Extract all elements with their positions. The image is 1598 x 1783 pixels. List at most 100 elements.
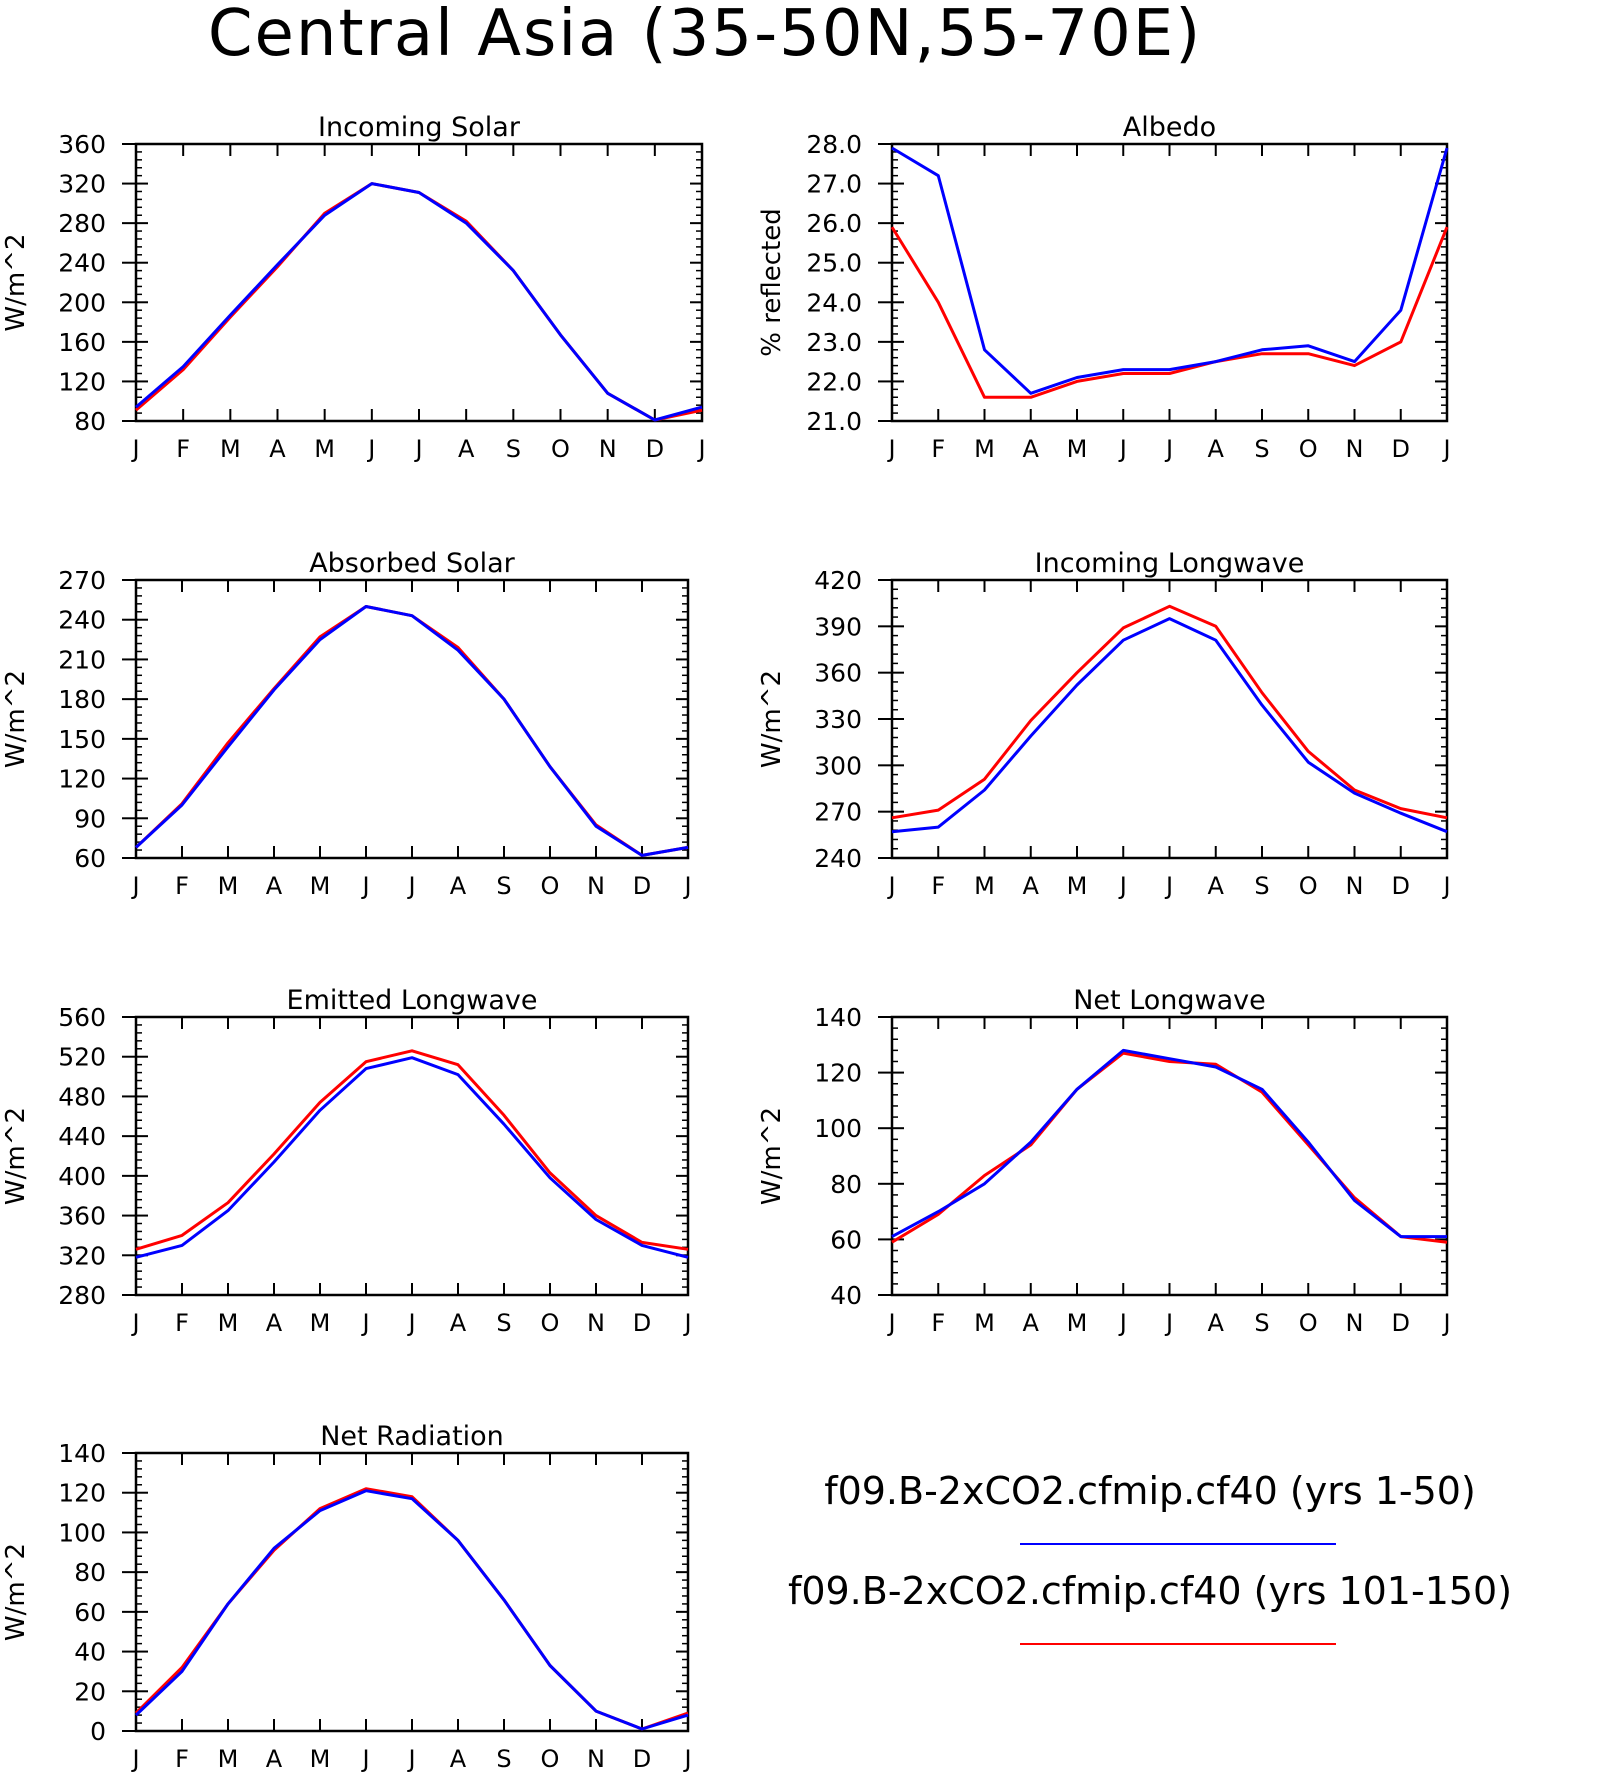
x-tick-label: F: [175, 1745, 189, 1773]
y-tick-label: 80: [74, 407, 106, 436]
x-tick-label: J: [886, 1309, 895, 1337]
panel-title: Absorbed Solar: [309, 548, 515, 579]
x-tick-label: O: [1299, 1309, 1318, 1337]
plot-frame: [134, 1451, 690, 1733]
x-tick-label: M: [218, 1309, 239, 1337]
y-axis-label: W/m^2: [1, 670, 31, 768]
x-tick-label: A: [458, 435, 475, 463]
x-tick-label: J: [1441, 872, 1450, 900]
y-tick-label: 80: [830, 1170, 862, 1199]
x-tick-label: O: [541, 1745, 560, 1773]
y-axis-label: W/m^2: [1, 233, 31, 331]
x-tick-label: J: [360, 1745, 369, 1773]
panel-title: Net Radiation: [320, 1421, 504, 1452]
x-tick-label: J: [1441, 435, 1450, 463]
x-tick-label: J: [1164, 872, 1173, 900]
y-tick-label: 26.0: [806, 209, 862, 238]
y-tick-label: 360: [58, 1202, 106, 1231]
chart-panel-1: J F M A M J J A S O N D J80120160200240280320360W/m^…: [1, 112, 706, 463]
x-tick-label: F: [175, 1309, 189, 1337]
x-tick-label: J: [360, 872, 369, 900]
series-line-1: [890, 226, 1449, 399]
y-tick-label: 210: [58, 645, 106, 674]
y-tick-label: 60: [74, 1598, 106, 1627]
y-tick-label: 360: [814, 659, 862, 688]
x-tick-label: F: [931, 435, 945, 463]
y-tick-label: 440: [58, 1122, 106, 1151]
x-tick-label: D: [1392, 1309, 1410, 1337]
panel-title: Net Longwave: [1073, 985, 1266, 1016]
x-tick-label: O: [541, 1309, 560, 1337]
y-tick-label: 40: [830, 1281, 862, 1310]
legend-line-series-2: [1020, 1643, 1336, 1645]
x-tick-label: M: [218, 1745, 239, 1773]
x-tick-label: S: [496, 872, 511, 900]
plot-frame: [890, 578, 1449, 860]
x-tick-label: A: [1023, 435, 1040, 463]
series-line-2: [134, 1489, 689, 1731]
y-tick-label: 280: [58, 209, 106, 238]
y-tick-label: 180: [58, 685, 106, 714]
chart-panel-5: J F M A M J J A S O N D J280320360400440480520560W/m…: [1, 985, 692, 1337]
y-tick-label: 150: [58, 725, 106, 754]
y-tick-label: 400: [58, 1162, 106, 1191]
x-tick-label: F: [931, 872, 945, 900]
y-tick-label: 140: [814, 1003, 862, 1032]
series-line-1: [891, 1051, 1448, 1244]
x-tick-label: S: [496, 1745, 511, 1773]
x-tick-label: A: [450, 1745, 467, 1773]
x-tick-label: J: [130, 1309, 139, 1337]
y-axis-label: % reflected: [757, 208, 787, 356]
x-tick-label: A: [266, 872, 283, 900]
y-tick-label: 560: [58, 1003, 106, 1032]
x-tick-label: D: [646, 435, 664, 463]
y-tick-label: 100: [814, 1114, 862, 1143]
y-tick-label: 28.0: [806, 130, 862, 159]
x-tick-label: M: [314, 435, 335, 463]
y-tick-label: 120: [58, 367, 106, 396]
y-tick-label: 60: [74, 844, 106, 873]
y-tick-label: 60: [830, 1225, 862, 1254]
x-tick-label: S: [1254, 1309, 1269, 1337]
x-tick-label: M: [310, 1309, 331, 1337]
legend-label-series-2: f09.B-2xCO2.cfmip.cf40 (yrs 101-150): [787, 1569, 1513, 1613]
y-tick-label: 120: [58, 765, 106, 794]
series-line-2: [135, 182, 703, 422]
y-tick-label: 420: [814, 566, 862, 595]
y-axis-label: W/m^2: [757, 1107, 787, 1205]
x-tick-label: J: [413, 435, 422, 463]
x-tick-label: A: [1023, 872, 1040, 900]
chart-panel-3: J F M A M J J A S O N D J6090120150180210240270W/m^2…: [1, 548, 692, 900]
y-tick-label: 320: [58, 170, 106, 199]
series-line-1: [134, 1487, 689, 1731]
x-tick-label: F: [175, 872, 189, 900]
x-tick-label: S: [496, 1309, 511, 1337]
series-line-1: [135, 1049, 689, 1251]
x-tick-label: M: [310, 872, 331, 900]
panel-title: Albedo: [1123, 112, 1216, 143]
y-tick-label: 27.0: [806, 170, 862, 199]
series-line-1: [135, 182, 703, 422]
x-tick-label: S: [1254, 435, 1269, 463]
x-tick-label: A: [266, 1309, 283, 1337]
x-tick-label: A: [1208, 1309, 1225, 1337]
x-tick-label: O: [1299, 872, 1318, 900]
x-tick-label: J: [130, 1745, 139, 1773]
x-tick-label: N: [587, 1309, 605, 1337]
x-tick-label: N: [1346, 1309, 1364, 1337]
y-tick-label: 22.0: [806, 367, 862, 396]
series-line-2: [134, 605, 689, 857]
x-tick-label: A: [1208, 872, 1225, 900]
legend-line-series-1: [1020, 1543, 1336, 1545]
y-tick-label: 80: [74, 1558, 106, 1587]
x-tick-label: N: [587, 872, 605, 900]
x-tick-label: D: [633, 872, 651, 900]
x-tick-label: A: [1023, 1309, 1040, 1337]
panel-title: Incoming Longwave: [1035, 548, 1305, 579]
plot-frame: [134, 578, 690, 860]
series-line-2: [891, 1048, 1447, 1239]
y-tick-label: 270: [814, 798, 862, 827]
y-tick-label: 140: [58, 1439, 106, 1468]
x-tick-label: F: [931, 1309, 945, 1337]
